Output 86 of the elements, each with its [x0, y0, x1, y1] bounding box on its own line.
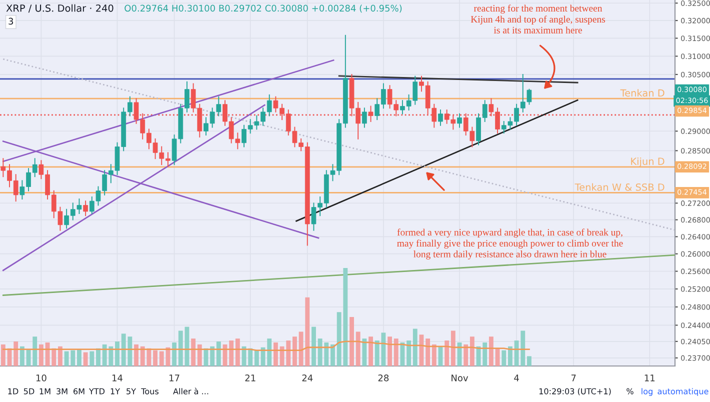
annotation: formed a very nice upward angle that, in case of break up, may finally give the price enough power to climb over the long term daily resistance also drawn here in blue — [397, 228, 623, 260]
bar — [356, 332, 360, 366]
bar — [488, 336, 494, 366]
bar — [153, 350, 158, 366]
bar — [330, 344, 335, 366]
bar — [90, 351, 94, 366]
bar — [470, 336, 474, 366]
ref-line-label: Tenkan D — [620, 89, 664, 97]
bar — [248, 348, 253, 366]
candlestick — [457, 113, 462, 128]
x-tick-label: 24 — [302, 374, 313, 382]
bar — [350, 316, 354, 366]
annotation: 3 — [8, 18, 14, 25]
x-tick-label: 7 — [571, 374, 576, 382]
bar — [394, 338, 398, 366]
text: 1Y — [110, 388, 120, 394]
text: 3M — [56, 388, 68, 394]
x-tick-label: 21 — [245, 374, 256, 382]
candlestick — [438, 110, 443, 126]
text: automatique — [658, 388, 708, 396]
text: 6M — [74, 388, 84, 394]
bar — [58, 346, 62, 366]
bar — [426, 338, 430, 366]
bar — [77, 349, 82, 366]
annotation: reacting for the moment between Kijun 4h and top of angle, suspens is at its maximum here — [470, 4, 606, 34]
candlestick — [83, 200, 88, 216]
bar — [178, 330, 183, 366]
x-tick-label: 10 — [36, 374, 46, 382]
ref-line-label: Tenkan W & SSB D — [574, 183, 664, 191]
text: 1D — [8, 388, 18, 394]
bar — [172, 342, 177, 366]
bar — [229, 340, 234, 366]
bar — [83, 352, 88, 366]
text: 5Y — [126, 388, 136, 394]
bar — [292, 336, 297, 366]
bar — [482, 342, 488, 366]
bar — [388, 336, 392, 366]
bar — [38, 344, 44, 366]
text: 1M — [40, 388, 50, 394]
chart-title: XRP / U.S. Dollar · 240 — [6, 4, 114, 13]
bar — [32, 336, 38, 366]
chart-subtitle: O0.29764 H0.30100 B0.29702 C0.30080 +0.00284 (+0.95%) — [124, 4, 402, 13]
bar — [368, 336, 373, 366]
bar — [312, 326, 316, 366]
bar — [495, 348, 500, 366]
bar — [444, 340, 450, 366]
bar — [14, 341, 18, 366]
bar — [400, 342, 405, 366]
text: log — [642, 388, 652, 396]
candlestick — [362, 108, 367, 128]
text: Tous — [141, 388, 158, 394]
bar — [267, 338, 272, 366]
x-tick-label: Nov — [452, 374, 468, 382]
bar — [197, 344, 202, 366]
text: 5D — [24, 388, 34, 394]
x-tick-label: 17 — [170, 374, 180, 382]
bar — [191, 338, 196, 366]
bar — [0, 344, 6, 366]
text: Aller à ... — [173, 388, 208, 394]
bar — [432, 344, 436, 366]
bar — [406, 340, 412, 366]
bar — [412, 328, 418, 366]
text: YTD — [88, 388, 105, 394]
bar — [508, 346, 512, 366]
bar — [96, 348, 100, 366]
bar — [216, 341, 221, 366]
bar — [273, 342, 278, 366]
bar — [134, 344, 138, 366]
bar — [235, 338, 240, 366]
x-tick-label: 28 — [378, 374, 389, 382]
x-tick-label: 11 — [644, 374, 655, 382]
x-tick-label: 4 — [514, 374, 519, 382]
candlestick — [368, 106, 374, 122]
bar — [210, 346, 215, 366]
bar — [464, 344, 468, 366]
bar — [527, 356, 532, 366]
x-tick-label: 14 — [112, 374, 122, 382]
bar — [502, 350, 506, 366]
text: 10:29:03 (UTC+1) — [539, 388, 611, 396]
bar — [115, 341, 120, 366]
bar — [254, 350, 259, 366]
bar — [20, 346, 24, 366]
bar — [362, 338, 367, 366]
text: % — [626, 388, 634, 394]
bar — [450, 330, 456, 366]
ref-line-label: Kijun D — [631, 157, 664, 167]
